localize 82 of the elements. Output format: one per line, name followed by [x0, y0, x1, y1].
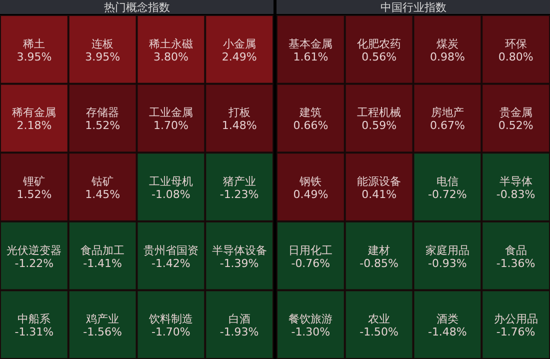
category-label: 日用化工: [288, 244, 333, 257]
category-label: 存储器: [86, 106, 120, 120]
category-label: 餐饮旅游: [288, 312, 333, 326]
data-label: 1.61%: [293, 50, 328, 64]
data-label: 3.95%: [16, 50, 52, 64]
data-label: 1.52%: [85, 119, 120, 132]
category-label: 光伏逆变器: [6, 244, 62, 257]
data-label: 0.66%: [293, 119, 328, 132]
category-label: 鸡产业: [85, 312, 120, 326]
data-label: -1.76%: [496, 326, 536, 339]
category-label: 贵州省国资: [143, 244, 198, 257]
category-label: 稀土永磁: [148, 37, 193, 50]
data-label: -1.22%: [14, 256, 54, 270]
category-label: 半导体设备: [212, 244, 267, 257]
category-label: 工业金属: [148, 106, 193, 120]
data-label: 3.80%: [153, 50, 188, 64]
data-label: -1.50%: [360, 326, 399, 339]
category-label: 连板: [92, 37, 114, 50]
category-label: 半导体: [499, 175, 532, 188]
category-label: 猪产业: [222, 175, 256, 188]
data-label: 0.41%: [362, 188, 397, 201]
category-label: 小金属: [222, 37, 256, 50]
data-label: -1.31%: [14, 326, 54, 339]
category-label: 工业母机: [148, 175, 193, 188]
data-label: -1.42%: [151, 256, 190, 270]
text: 热门概念指数: [104, 1, 170, 14]
data-label: -1.23%: [220, 188, 259, 201]
data-label: 0.49%: [293, 188, 328, 201]
category-label: 食品: [504, 244, 527, 257]
data-label: -1.30%: [291, 326, 330, 339]
category-label: 电信: [436, 175, 458, 188]
data-label: 1.52%: [16, 188, 52, 201]
category-label: 钢铁: [298, 175, 322, 188]
category-label: 贵金属: [499, 106, 532, 120]
data-label: 0.98%: [430, 50, 465, 64]
text: 中国行业指数: [380, 1, 446, 14]
category-label: 工程机械: [357, 106, 402, 120]
data-label: 0.56%: [362, 50, 397, 64]
category-label: 酒类: [436, 312, 458, 326]
data-label: 0.80%: [498, 50, 534, 64]
category-label: 能源设备: [357, 175, 402, 188]
data-label: 1.48%: [222, 119, 257, 132]
data-label: 1.70%: [153, 119, 188, 132]
data-label: 2.18%: [16, 119, 52, 132]
data-label: -0.72%: [428, 188, 467, 201]
category-label: 白酒: [228, 312, 250, 326]
category-label: 办公用品: [494, 312, 538, 326]
category-label: 稀有金属: [12, 106, 56, 120]
data-label: -0.85%: [360, 256, 399, 270]
data-label: -1.36%: [496, 256, 536, 270]
data-label: -1.70%: [151, 326, 190, 339]
category-label: 饮料制造: [148, 312, 193, 326]
category-label: 钴矿: [90, 175, 114, 188]
data-label: -1.08%: [151, 188, 190, 201]
data-label: 0.59%: [362, 119, 397, 132]
data-label: -0.83%: [496, 188, 536, 201]
category-label: 食品加工: [80, 244, 125, 257]
category-label: 打板: [227, 106, 250, 120]
category-label: 基本金属: [288, 37, 333, 50]
category-label: 煤炭: [436, 37, 458, 50]
category-label: 建筑: [298, 106, 322, 120]
category-label: 稀土: [23, 37, 46, 50]
category-label: 建材: [367, 244, 390, 257]
data-label: -1.48%: [428, 326, 467, 339]
data-label: 3.95%: [85, 50, 120, 64]
data-label: -0.76%: [291, 256, 330, 270]
data-label: -1.93%: [220, 326, 259, 339]
data-label: -1.39%: [220, 256, 259, 270]
category-label: 化肥农药: [357, 37, 402, 50]
data-label: 0.52%: [498, 119, 534, 132]
data-label: -1.41%: [83, 256, 122, 270]
data-label: 2.49%: [222, 50, 257, 64]
data-label: -0.93%: [428, 256, 467, 270]
category-label: 中船系: [18, 312, 51, 326]
data-label: 1.45%: [85, 188, 120, 201]
category-label: 家庭用品: [425, 244, 470, 257]
data-label: -1.56%: [83, 326, 122, 339]
category-label: 环保: [504, 37, 527, 50]
data-label: 0.67%: [430, 119, 465, 132]
category-label: 房地产: [430, 106, 464, 120]
category-label: 农业: [368, 312, 390, 326]
category-label: 锂矿: [22, 175, 46, 188]
